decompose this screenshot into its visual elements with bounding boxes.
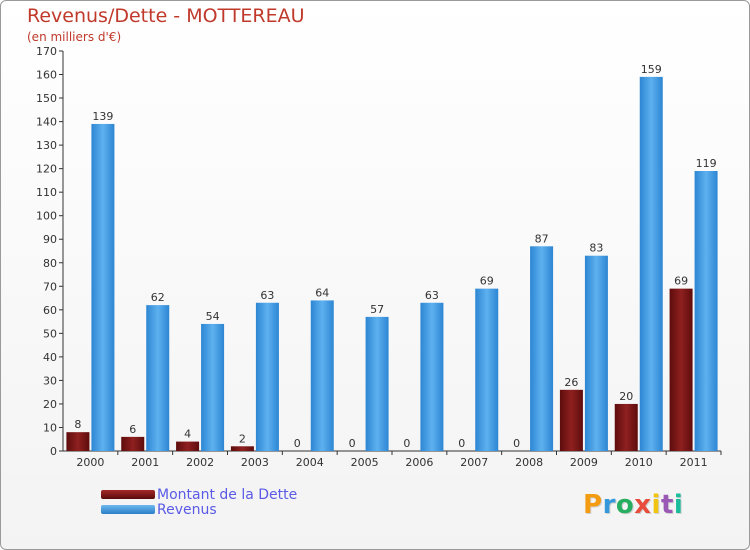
y-tick-label: 30 bbox=[43, 374, 57, 387]
legend: Montant de la Dette Revenus bbox=[101, 486, 298, 518]
data-label: 62 bbox=[151, 291, 165, 304]
data-label: 83 bbox=[589, 242, 603, 255]
y-tick-label: 80 bbox=[43, 257, 57, 270]
data-label: 87 bbox=[535, 232, 549, 245]
bar-revenus bbox=[201, 323, 225, 451]
legend-label-revenus: Revenus bbox=[157, 501, 217, 518]
bar-revenus bbox=[639, 76, 663, 451]
legend-item-dette: Montant de la Dette bbox=[101, 486, 298, 503]
legend-swatch-revenus bbox=[101, 505, 155, 514]
data-label: 0 bbox=[403, 437, 410, 450]
y-tick-label: 100 bbox=[36, 210, 57, 223]
y-tick-label: 160 bbox=[36, 69, 57, 82]
x-tick-label: 2002 bbox=[186, 456, 214, 469]
bar-revenus bbox=[91, 123, 115, 452]
logo-letter: P bbox=[583, 490, 603, 520]
data-label: 64 bbox=[315, 286, 329, 299]
data-label: 119 bbox=[696, 157, 717, 170]
x-tick-label: 2011 bbox=[680, 456, 708, 469]
data-label: 54 bbox=[206, 310, 220, 323]
data-label: 0 bbox=[513, 437, 520, 450]
logo-letter: t bbox=[660, 490, 674, 520]
legend-swatch-dette bbox=[101, 490, 155, 499]
data-label: 159 bbox=[641, 63, 662, 76]
x-tick-label: 2005 bbox=[351, 456, 379, 469]
y-tick-label: 170 bbox=[36, 45, 57, 58]
x-tick-label: 2003 bbox=[241, 456, 269, 469]
legend-label-dette: Montant de la Dette bbox=[157, 486, 298, 503]
data-label: 0 bbox=[349, 437, 356, 450]
x-tick-label: 2006 bbox=[405, 456, 433, 469]
data-label: 8 bbox=[74, 418, 81, 431]
x-tick-label: 2004 bbox=[296, 456, 324, 469]
data-label: 0 bbox=[458, 437, 465, 450]
x-tick-label: 2007 bbox=[460, 456, 488, 469]
y-tick-label: 150 bbox=[36, 92, 57, 105]
data-label: 63 bbox=[260, 289, 274, 302]
bar-revenus bbox=[584, 255, 608, 451]
y-tick-label: 120 bbox=[36, 163, 57, 176]
data-label: 69 bbox=[480, 275, 494, 288]
y-tick-label: 20 bbox=[43, 398, 57, 411]
y-tick-label: 140 bbox=[36, 116, 57, 129]
logo-letter: x bbox=[634, 490, 652, 520]
bar-revenus bbox=[255, 302, 279, 451]
y-tick-label: 60 bbox=[43, 304, 57, 317]
bar-dette bbox=[230, 446, 254, 451]
bar-revenus bbox=[146, 305, 170, 451]
chart-title: Revenus/Dette - MOTTEREAU bbox=[27, 5, 305, 27]
y-tick-label: 110 bbox=[36, 186, 57, 199]
logo-letter: r bbox=[602, 490, 616, 520]
bar-revenus bbox=[530, 246, 554, 451]
bar-dette bbox=[614, 403, 638, 451]
bar-dette bbox=[559, 389, 583, 451]
data-label: 26 bbox=[564, 376, 578, 389]
x-tick-label: 2000 bbox=[76, 456, 104, 469]
chart-subtitle: (en milliers d'€) bbox=[27, 30, 122, 44]
y-tick-label: 130 bbox=[36, 139, 57, 152]
data-label: 57 bbox=[370, 303, 384, 316]
x-tick-label: 2010 bbox=[625, 456, 653, 469]
bar-dette bbox=[121, 436, 145, 451]
bar-revenus bbox=[475, 288, 499, 451]
data-label: 69 bbox=[674, 275, 688, 288]
x-tick-label: 2001 bbox=[131, 456, 159, 469]
x-tick-label: 2009 bbox=[570, 456, 598, 469]
bar-revenus bbox=[310, 300, 334, 451]
data-label: 63 bbox=[425, 289, 439, 302]
y-tick-label: 0 bbox=[50, 445, 57, 458]
data-label: 20 bbox=[619, 390, 633, 403]
proxiti-logo: Proxiti bbox=[583, 490, 683, 520]
data-label: 2 bbox=[239, 432, 246, 445]
x-tick-label: 2008 bbox=[515, 456, 543, 469]
data-label: 0 bbox=[294, 437, 301, 450]
bar-revenus bbox=[694, 171, 718, 451]
y-tick-label: 70 bbox=[43, 280, 57, 293]
logo-letter: i bbox=[651, 490, 661, 520]
y-tick-label: 50 bbox=[43, 327, 57, 340]
y-tick-label: 40 bbox=[43, 351, 57, 364]
y-tick-label: 10 bbox=[43, 421, 57, 434]
bar-revenus bbox=[420, 302, 444, 451]
data-label: 4 bbox=[184, 428, 191, 441]
legend-item-revenus: Revenus bbox=[101, 501, 297, 518]
y-tick-label: 90 bbox=[43, 233, 57, 246]
data-label: 139 bbox=[92, 110, 113, 123]
logo-letter: o bbox=[615, 490, 635, 520]
data-label: 6 bbox=[129, 423, 136, 436]
bar-dette bbox=[176, 441, 200, 451]
bar-revenus bbox=[365, 316, 389, 451]
logo-letter: i bbox=[673, 490, 684, 520]
bar-dette bbox=[669, 288, 693, 451]
bar-dette bbox=[66, 432, 90, 451]
